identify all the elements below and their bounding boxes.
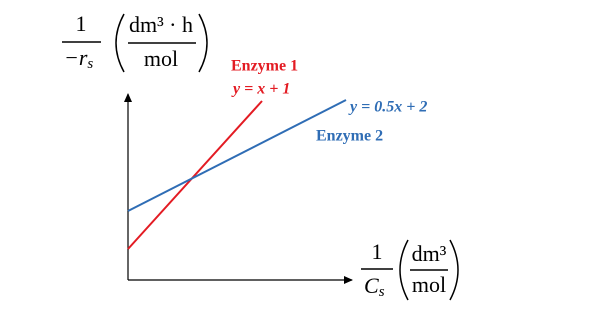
paren-right	[449, 239, 459, 301]
x-label-subscript: s	[379, 284, 385, 300]
x-label-denominator-main: C	[364, 273, 379, 298]
enzyme-2-line	[127, 99, 347, 212]
enzyme-2-name: Enzyme 2	[316, 128, 383, 145]
enzyme-1-name: Enzyme 1	[231, 58, 298, 75]
enzyme-1-line	[127, 100, 263, 250]
enzyme-1-equation: y = x + 1	[231, 81, 290, 98]
x-label-numerator: 1	[372, 239, 383, 264]
y-label-subscript: s	[87, 56, 93, 72]
y-unit-denominator: mol	[144, 46, 178, 71]
x-label-denominator: Cs	[364, 273, 385, 300]
y-label-denominator-main: −r	[64, 45, 88, 70]
y-unit-numerator: dm³ · h	[129, 12, 193, 37]
paren-right	[198, 13, 208, 73]
x-unit-denominator: mol	[412, 272, 446, 297]
paren-left	[399, 239, 409, 301]
y-label-denominator: −rs	[64, 45, 93, 72]
enzyme-2-equation: y = 0.5x + 2	[348, 99, 427, 116]
x-unit-numerator: dm³	[412, 241, 447, 266]
paren-left	[115, 13, 125, 73]
y-label-numerator: 1	[76, 11, 87, 36]
